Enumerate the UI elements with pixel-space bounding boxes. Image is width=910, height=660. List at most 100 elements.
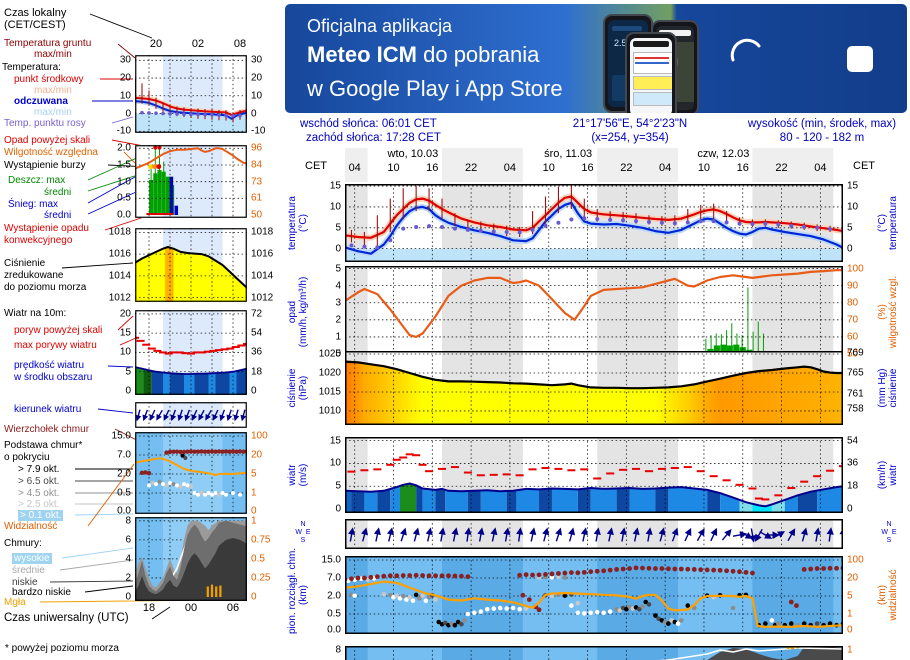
legend-item-podstawa-chmur: Podstawa chmur* xyxy=(4,440,83,451)
wind-main-rtick: 54 xyxy=(847,435,859,447)
temp-mini-rtick: 30 xyxy=(251,54,263,66)
clouds-mini-rtick: 1 xyxy=(251,487,257,499)
strip-bands xyxy=(345,148,843,182)
legend-item-max-min: max/min xyxy=(34,49,72,60)
legend-item-poryw-powy-ej-skali: poryw powyżej skali xyxy=(14,325,103,336)
wind-main-rtick: 36 xyxy=(847,457,859,469)
clouds-main-rtick: 100 xyxy=(847,554,864,566)
cover-mini-rtick: 1 xyxy=(251,515,257,527)
clouds-main xyxy=(345,556,843,634)
clouds-mini-rtick: 5 xyxy=(251,468,257,480)
wind-mini xyxy=(135,310,247,395)
legend-item-kierunek-wiatru: kierunek wiatru xyxy=(14,404,82,415)
temp-main-ltick: 10 xyxy=(329,201,341,213)
legend-item-4-5-okt: > 4.5 okt. xyxy=(18,488,60,499)
legend-item-odczuwana: odczuwana xyxy=(14,96,68,107)
wind-main-ltick: 0 xyxy=(335,503,341,515)
legend-item-bardzo-niskie: bardzo niskie xyxy=(12,587,71,598)
precip-main-axis-title-right: (%) wilgotność wzgl. xyxy=(877,275,899,349)
hour-tick-label: 16 xyxy=(581,162,594,174)
wind-main-axis-title-right: (km/h) wiatr xyxy=(877,460,899,490)
pressure-main-ltick: 1020 xyxy=(318,367,341,379)
clouds-mini-ltick: 15.0 xyxy=(111,430,131,442)
precip-mini-ltick: 1.0 xyxy=(117,176,131,188)
wind-mini-rtick: 18 xyxy=(251,366,263,378)
wind-main-rtick: 0 xyxy=(847,503,853,515)
logo-swoosh-icon xyxy=(730,38,761,62)
pressure-mini-ltick: 1014 xyxy=(108,270,131,282)
clouds-mini-rtick: 0 xyxy=(251,505,257,517)
icmmeteo-logo xyxy=(729,38,879,85)
legend-item-wilgotno-wzgl-dna: Wilgotność względna xyxy=(4,147,98,158)
legend-item-do-poziomu-morza: do poziomu morza xyxy=(4,282,87,293)
precip-mini-rtick: 61 xyxy=(251,192,263,204)
legend-item-pr-dko-wiatru: prędkość wiatru xyxy=(14,360,85,371)
cet-label-left: CET xyxy=(305,160,327,172)
banner-line1: Oficjalna aplikacja xyxy=(307,16,453,36)
altitude-values: 80 - 120 - 182 m xyxy=(779,132,865,144)
pressure-mini-ltick: 1018 xyxy=(108,226,131,238)
temp-mini-rtick: 10 xyxy=(251,90,263,102)
cover-mini-ltick: 6 xyxy=(125,534,131,546)
legend-item-wyst-pienie-burzy: Wystąpienie burzy xyxy=(4,160,86,171)
temp-main-axis-title-right: (°C) temperatura xyxy=(877,196,899,250)
pressure-mini-rtick: 1012 xyxy=(251,292,274,304)
legend-item-o-pokryciu: o pokryciu xyxy=(4,452,50,463)
winddir-mini xyxy=(135,402,247,428)
temp-main-rtick: 5 xyxy=(847,222,853,234)
hour-tick-label: 10 xyxy=(697,162,711,174)
clouds-mini-ltick: 2.0 xyxy=(117,468,131,480)
cover-mini-ltick: 0 xyxy=(125,591,131,603)
cover-mini-rtick: 0.25 xyxy=(251,572,271,584)
pressure-mini-ltick: 1016 xyxy=(108,248,131,260)
mini-hour-top: 20 xyxy=(149,38,163,50)
hour-tick-label: 04 xyxy=(348,162,361,174)
day-label: wto, 10.03 xyxy=(387,148,439,160)
precip-mini-ltick: 2.0 xyxy=(117,142,131,154)
clouds-main-ltick: 0.0 xyxy=(327,624,341,636)
legend-item-zredukowane: zredukowane xyxy=(4,270,64,281)
clouds-mini xyxy=(135,432,247,514)
hour-tick-label: 22 xyxy=(620,162,633,174)
legend-item-punkt-rodkowy: punkt środkowy xyxy=(14,74,84,85)
winddir-main xyxy=(345,519,843,549)
clouds-main-ltick: 2.0 xyxy=(327,590,341,602)
clouds-main-rtick: 20 xyxy=(847,572,859,584)
temp-mini-ltick: 0 xyxy=(125,108,131,119)
legend-item-cet-cest: (CET/CEST) xyxy=(4,19,66,31)
precip-main-rtick: 50 xyxy=(847,348,859,360)
app-banner[interactable]: Oficjalna aplikacja Meteo ICM do pobrani… xyxy=(285,4,907,113)
wind-main-ltick: 15 xyxy=(329,435,341,447)
precip-mini-rtick: 84 xyxy=(251,159,263,171)
temp-mini-ltick: 20 xyxy=(119,72,131,84)
clouds-main-axis-title-left: pion. rozciągł. chm. (km) xyxy=(287,547,309,634)
cover-main-partial-rtick: 1 xyxy=(847,644,853,656)
temp-main-rtick: 15 xyxy=(847,180,859,192)
clouds-main-ltick: 15.0 xyxy=(321,554,341,566)
legend-item-chmury: Chmury: xyxy=(4,538,42,549)
temp-mini-rtick: 0 xyxy=(251,108,257,119)
precip-main-rtick: 90 xyxy=(847,280,859,292)
legend-item-redni: średni xyxy=(44,187,72,198)
pressure-main-axis-title-right: (mm Hg) ciśnienie xyxy=(877,368,899,408)
cet-label-right: CET xyxy=(853,160,875,172)
legend-item-temperatura-gruntu: Temperatura gruntu xyxy=(4,38,92,49)
temp-main-ltick: 5 xyxy=(335,222,341,234)
pressure-main-rtick: 765 xyxy=(847,367,864,379)
precip-mini-ltick: 1.5 xyxy=(117,159,131,171)
temp-main-ltick: 15 xyxy=(329,180,341,192)
hour-tick-label: 16 xyxy=(426,162,439,174)
legend-item-max-min: max/min xyxy=(34,85,72,96)
wind-mini-rtick: 0 xyxy=(251,385,257,397)
clouds-main-rtick: 5 xyxy=(847,590,853,602)
clouds-main-rtick: 1 xyxy=(847,608,853,620)
temp-main xyxy=(345,184,843,262)
clouds-mini-ltick: 0.0 xyxy=(117,505,131,517)
temp-main-rtick: 0 xyxy=(847,243,853,255)
day-label: śro, 11.03 xyxy=(544,148,593,160)
pressure-mini-rtick: 1018 xyxy=(251,226,274,238)
precip-mini-rtick: 73 xyxy=(251,176,263,188)
banner-line3: w Google Play i App Store xyxy=(307,76,563,101)
